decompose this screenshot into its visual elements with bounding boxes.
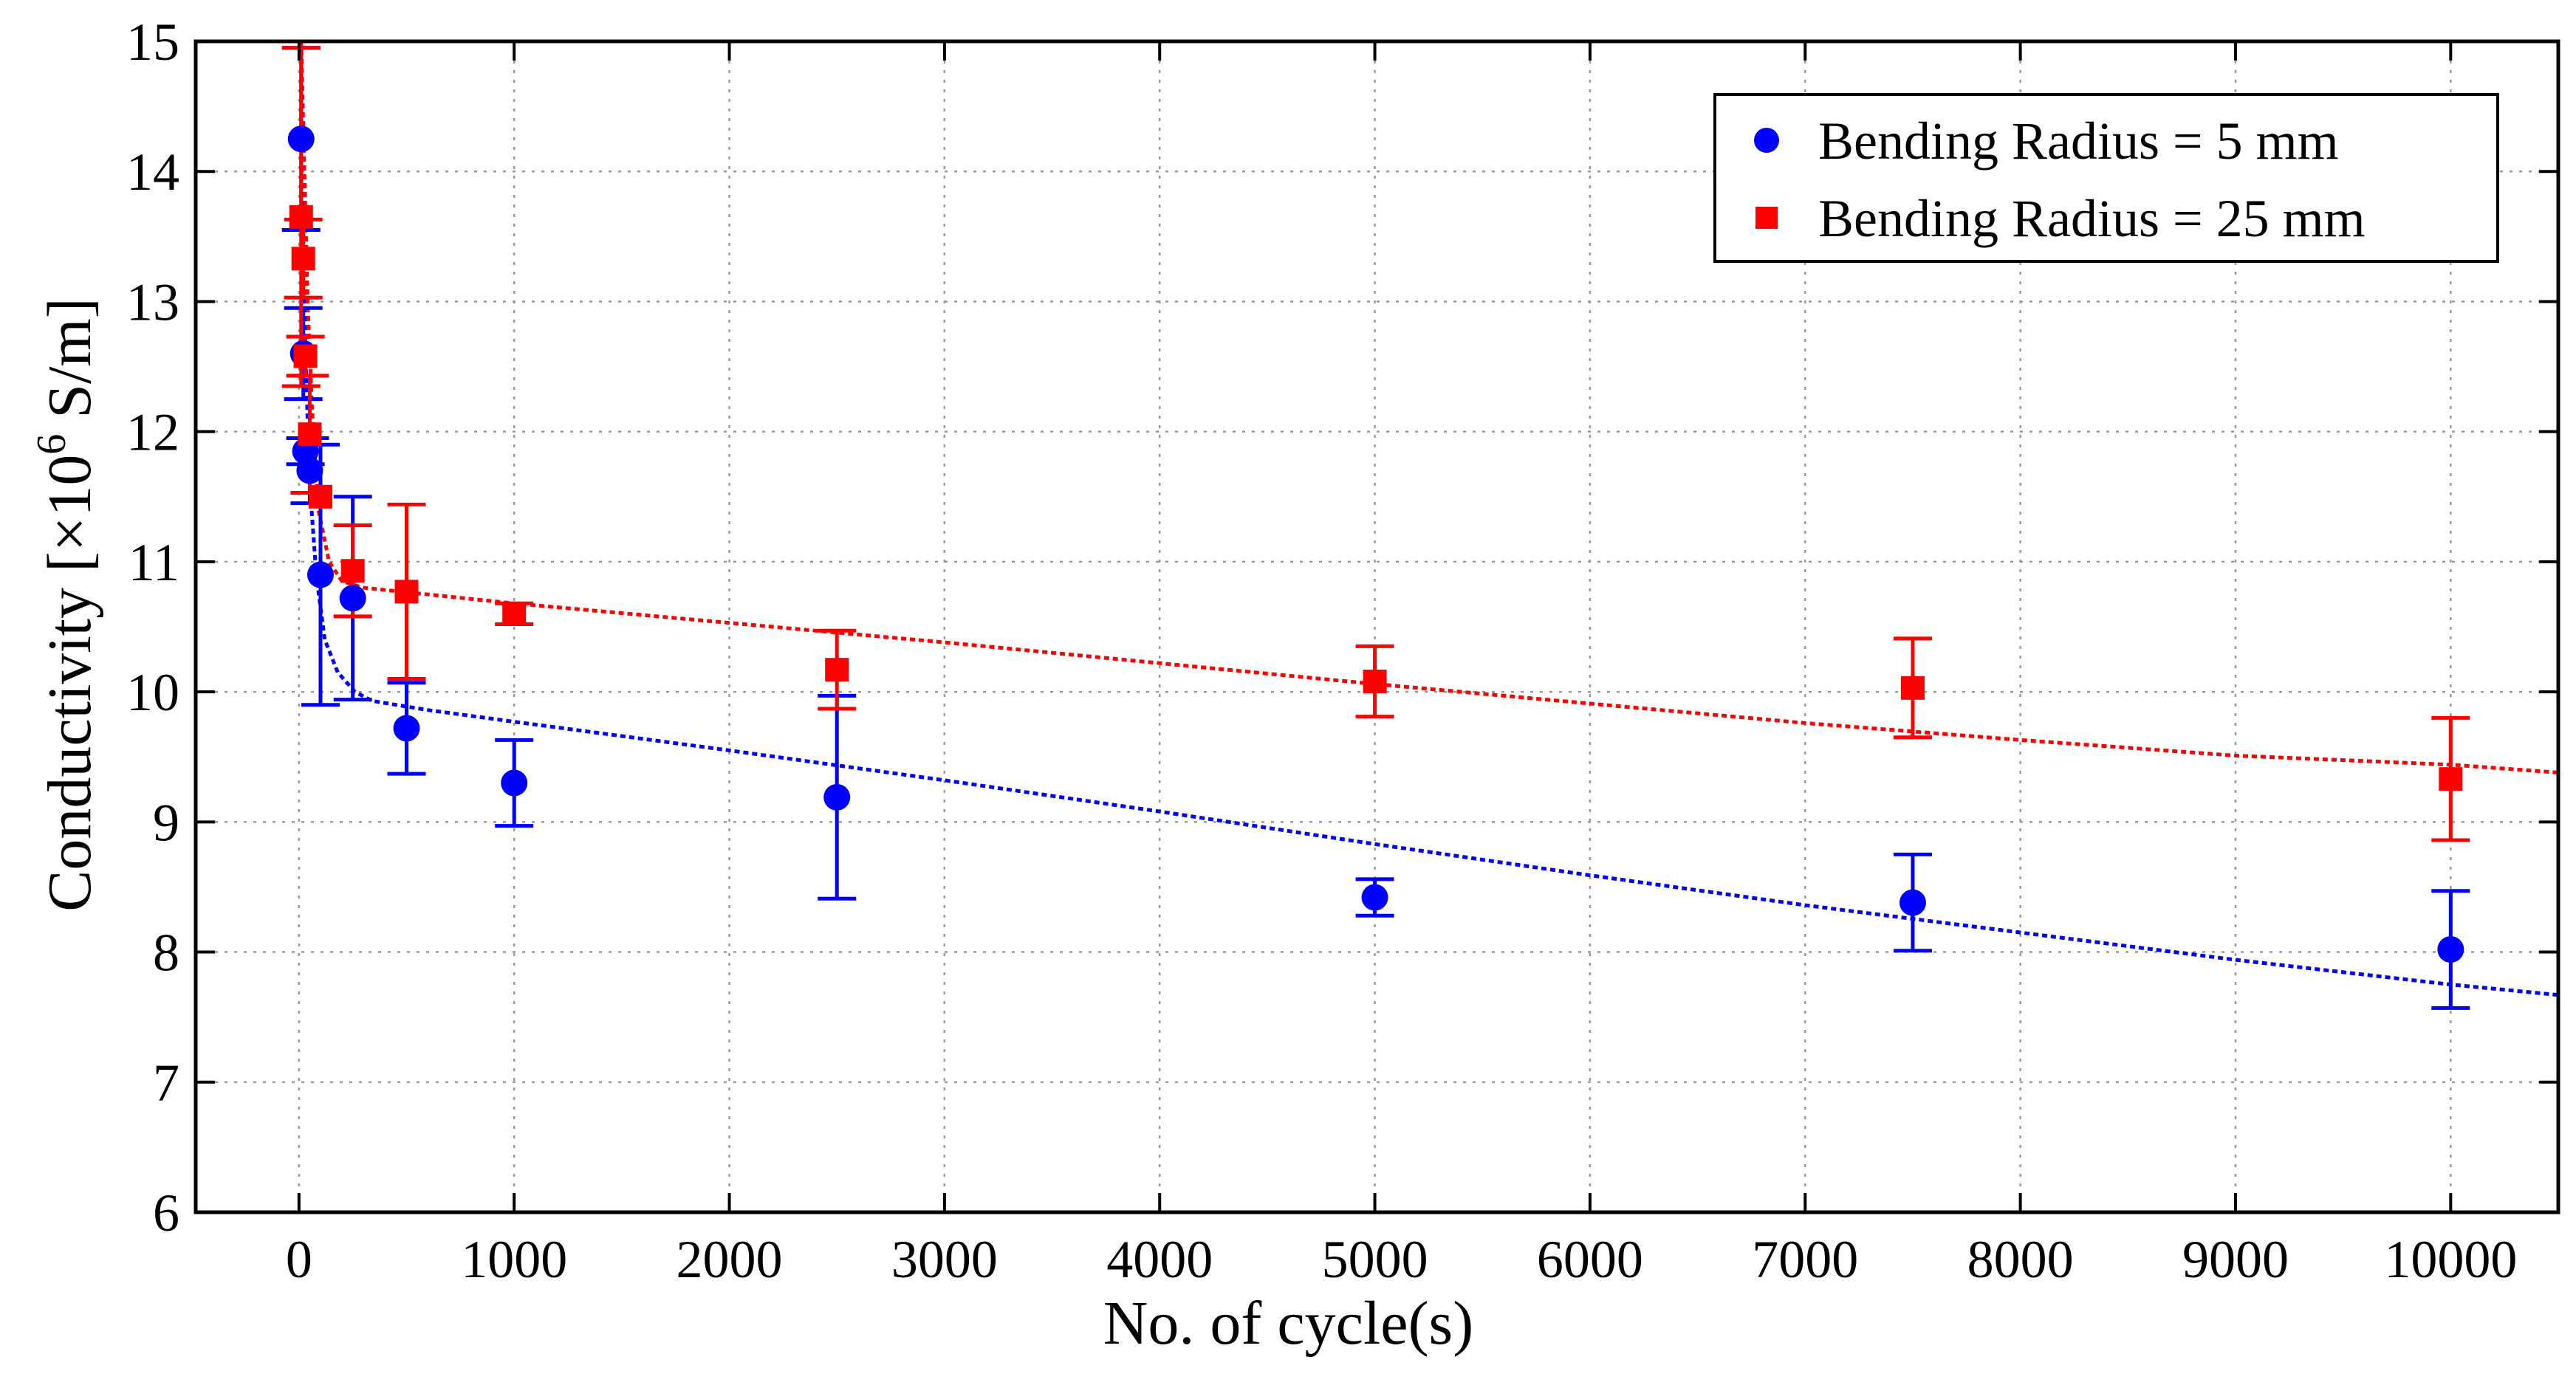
series-2-point <box>2439 767 2463 791</box>
y-tick-label: 8 <box>153 924 179 983</box>
x-tick-label: 5000 <box>1322 1230 1428 1289</box>
x-tick-label: 0 <box>286 1230 312 1289</box>
y-tick-label: 14 <box>126 142 179 202</box>
legend-label: Bending Radius = 5 mm <box>1818 111 2339 171</box>
x-tick-label: 1000 <box>461 1230 567 1289</box>
y-tick-label: 10 <box>126 663 179 722</box>
series-1-point <box>393 715 420 742</box>
x-axis-label: No. of cycle(s) <box>1103 1289 1473 1358</box>
x-tick-label: 3000 <box>891 1230 998 1289</box>
legend-label: Bending Radius = 25 mm <box>1818 189 2366 248</box>
series-1-trend-line <box>299 139 2558 997</box>
series-1-point <box>1361 884 1388 911</box>
series-2-point <box>394 580 419 604</box>
y-tick-label: 6 <box>153 1183 179 1243</box>
series-2-point <box>1363 670 1387 694</box>
series-2-point <box>289 205 313 229</box>
x-tick-label: 2000 <box>676 1230 783 1289</box>
x-tick-label: 4000 <box>1106 1230 1213 1289</box>
series-2-point <box>293 344 318 368</box>
grid-layer <box>196 41 2558 1212</box>
x-tick-label: 8000 <box>1967 1230 2074 1289</box>
y-tick-label: 7 <box>153 1054 179 1113</box>
series-1-point <box>306 561 334 588</box>
y-tick-label: 15 <box>126 13 179 72</box>
x-tick-label: 9000 <box>2182 1230 2289 1289</box>
series-2-point <box>502 602 527 626</box>
y-tick-label: 9 <box>153 793 179 852</box>
y-axis-label: Conductivity [×106 S/m] <box>29 298 104 911</box>
series-1-point <box>2437 936 2464 963</box>
legend-marker-bending-radius-5-mm <box>1754 128 1779 153</box>
legend-box <box>1713 93 2499 263</box>
series-2-point <box>308 484 332 509</box>
series-1-point <box>1899 889 1926 916</box>
y-tick-label: 12 <box>126 403 179 462</box>
series-1-point <box>287 126 315 153</box>
label-layer: 0 1000 2000 3000 4000 5000 6000 7000 8000 9000 100… <box>29 13 2517 1358</box>
x-tick-label: 10000 <box>2384 1230 2517 1289</box>
plot-frame <box>193 39 2560 1214</box>
series-2-point <box>298 422 322 447</box>
series-2-point <box>825 658 849 682</box>
y-tick-label: 11 <box>129 533 179 592</box>
legend-marker-bending-radius-25-mm <box>1755 207 1778 229</box>
series-1-point <box>296 457 323 484</box>
series-1-point <box>339 585 366 612</box>
tick-layer <box>196 40 2558 1214</box>
y-axis-label-unit: S/m] <box>35 298 104 433</box>
y-axis-label-main: Conductivity [×10 <box>35 455 104 912</box>
legend: Bending Radius = 5 mm Bending Radius = 25… <box>1713 93 2499 263</box>
y-axis-label-exponent: 6 <box>29 434 75 455</box>
series-1-point <box>823 783 851 811</box>
series-1-point <box>501 769 528 797</box>
x-tick-label: 6000 <box>1537 1230 1643 1289</box>
series-2-point <box>340 559 365 583</box>
series-2-trend-line <box>299 41 2558 774</box>
x-tick-label: 7000 <box>1752 1230 1858 1289</box>
series-2-point <box>291 247 315 271</box>
y-tick-label: 13 <box>126 272 179 331</box>
series-2-point <box>1900 676 1925 700</box>
marker-layer <box>287 126 2464 963</box>
